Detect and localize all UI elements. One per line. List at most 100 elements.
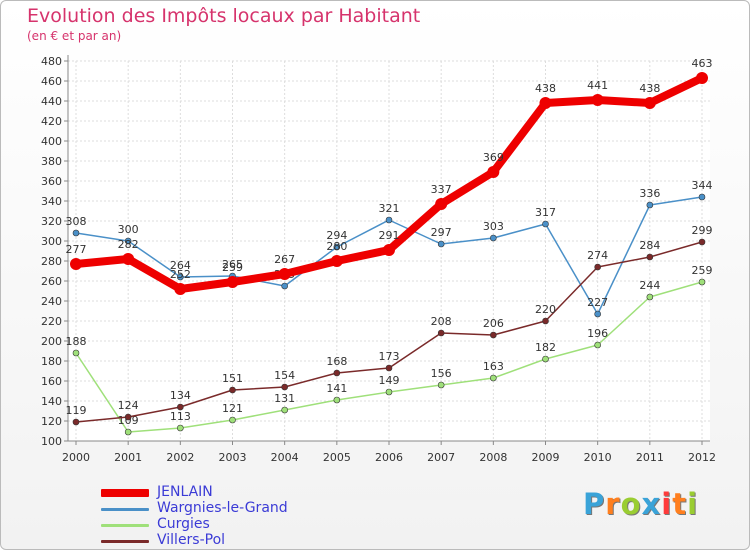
- y-tick-label: 440: [41, 95, 62, 108]
- data-label-villers-pol: 208: [431, 315, 452, 328]
- data-label-jenlain: 252: [170, 268, 191, 281]
- legend-swatch: [101, 524, 149, 527]
- y-tick-label: 280: [41, 255, 62, 268]
- x-tick-label: 2003: [219, 451, 247, 464]
- data-point-wargnies-le-grand: [385, 216, 393, 224]
- legend-label: Villers-Pol: [157, 532, 226, 548]
- y-tick-label: 240: [41, 295, 62, 308]
- data-label-jenlain: 277: [66, 243, 87, 256]
- data-point-jenlain: [330, 255, 343, 267]
- data-point-villers-pol: [594, 263, 601, 271]
- data-label-curgies: 121: [222, 402, 243, 415]
- data-point-curgies: [177, 424, 184, 432]
- logo-letter: t: [672, 487, 688, 521]
- x-tick-label: 2009: [532, 451, 560, 464]
- data-label-jenlain: 441: [587, 79, 608, 92]
- data-label-villers-pol: 119: [66, 404, 87, 417]
- y-tick-label: 460: [41, 75, 62, 88]
- data-point-curgies: [437, 381, 445, 389]
- data-label-curgies: 163: [483, 360, 504, 373]
- data-point-jenlain: [591, 94, 604, 106]
- data-point-wargnies-le-grand: [281, 282, 288, 290]
- data-point-villers-pol: [333, 369, 341, 377]
- data-point-curgies: [594, 341, 601, 349]
- logo-letter: x: [641, 487, 662, 521]
- data-point-jenlain: [643, 97, 656, 109]
- data-label-villers-pol: 274: [587, 249, 608, 262]
- data-point-wargnies-le-grand: [72, 229, 80, 237]
- data-label-curgies: 156: [431, 367, 452, 380]
- data-point-curgies: [124, 428, 132, 436]
- data-point-curgies: [229, 416, 236, 424]
- x-tick-label: 2005: [323, 451, 351, 464]
- data-point-villers-pol: [281, 383, 288, 391]
- data-point-curgies: [542, 355, 549, 363]
- x-tick-label: 2006: [375, 451, 403, 464]
- data-point-jenlain: [383, 244, 395, 256]
- data-point-wargnies-le-grand: [437, 240, 445, 248]
- x-tick-label: 2011: [636, 451, 664, 464]
- data-label-jenlain: 438: [639, 82, 660, 95]
- data-label-villers-pol: 206: [483, 317, 504, 330]
- data-point-wargnies-le-grand: [124, 237, 132, 245]
- data-label-wargnies-le-grand: 308: [66, 215, 87, 228]
- data-point-wargnies-le-grand: [646, 201, 654, 209]
- data-label-wargnies-le-grand: 303: [483, 220, 504, 233]
- logo-letter: o: [620, 487, 642, 521]
- data-point-jenlain: [696, 72, 708, 84]
- y-tick-label: 120: [41, 415, 62, 428]
- data-point-villers-pol: [698, 238, 706, 246]
- data-label-jenlain: 438: [535, 82, 556, 95]
- data-point-villers-pol: [490, 331, 497, 339]
- data-label-wargnies-le-grand: 297: [431, 226, 452, 239]
- data-point-jenlain: [435, 198, 448, 210]
- data-label-jenlain: 259: [222, 261, 243, 274]
- data-point-villers-pol: [385, 364, 393, 372]
- data-label-villers-pol: 168: [326, 355, 347, 368]
- data-label-wargnies-le-grand: 317: [535, 206, 556, 219]
- data-point-villers-pol: [542, 317, 549, 325]
- data-point-curgies: [385, 388, 393, 396]
- y-tick-label: 300: [41, 235, 62, 248]
- data-label-wargnies-le-grand: 227: [587, 296, 608, 309]
- y-tick-label: 420: [41, 115, 62, 128]
- data-point-curgies: [490, 374, 497, 382]
- y-tick-label: 140: [41, 395, 62, 408]
- data-point-jenlain: [278, 268, 291, 280]
- data-label-wargnies-le-grand: 321: [379, 202, 400, 215]
- data-label-jenlain: 267: [274, 253, 295, 266]
- data-label-villers-pol: 173: [379, 350, 400, 363]
- legend-swatch: [101, 540, 149, 543]
- data-label-curgies: 244: [639, 279, 660, 292]
- x-tick-label: 2010: [584, 451, 612, 464]
- x-tick-label: 2001: [114, 451, 142, 464]
- legend-swatch: [101, 489, 149, 497]
- data-point-curgies: [646, 293, 654, 301]
- x-tick-label: 2002: [166, 451, 194, 464]
- legend-label: Wargnies-le-Grand: [157, 500, 288, 516]
- legend-label: JENLAIN: [157, 484, 213, 500]
- data-point-villers-pol: [72, 418, 80, 426]
- logo-letter: i: [687, 487, 699, 521]
- y-tick-label: 380: [41, 155, 62, 168]
- x-tick-label: 2000: [62, 451, 90, 464]
- data-label-jenlain: 282: [118, 238, 139, 251]
- logo-letter: r: [605, 487, 621, 521]
- data-point-villers-pol: [437, 329, 445, 337]
- data-point-villers-pol: [124, 413, 132, 421]
- data-point-wargnies-le-grand: [333, 243, 341, 251]
- y-tick-label: 200: [41, 335, 62, 348]
- data-label-jenlain: 463: [692, 57, 713, 70]
- y-tick-label: 480: [41, 55, 62, 68]
- data-label-villers-pol: 284: [639, 239, 660, 252]
- data-label-wargnies-le-grand: 344: [692, 179, 713, 192]
- data-point-villers-pol: [646, 253, 654, 261]
- data-label-jenlain: 369: [483, 151, 504, 164]
- y-tick-label: 340: [41, 195, 62, 208]
- legend-label: Curgies: [157, 516, 210, 532]
- data-label-villers-pol: 299: [692, 224, 713, 237]
- data-label-villers-pol: 154: [274, 369, 295, 382]
- data-label-curgies: 188: [66, 335, 87, 348]
